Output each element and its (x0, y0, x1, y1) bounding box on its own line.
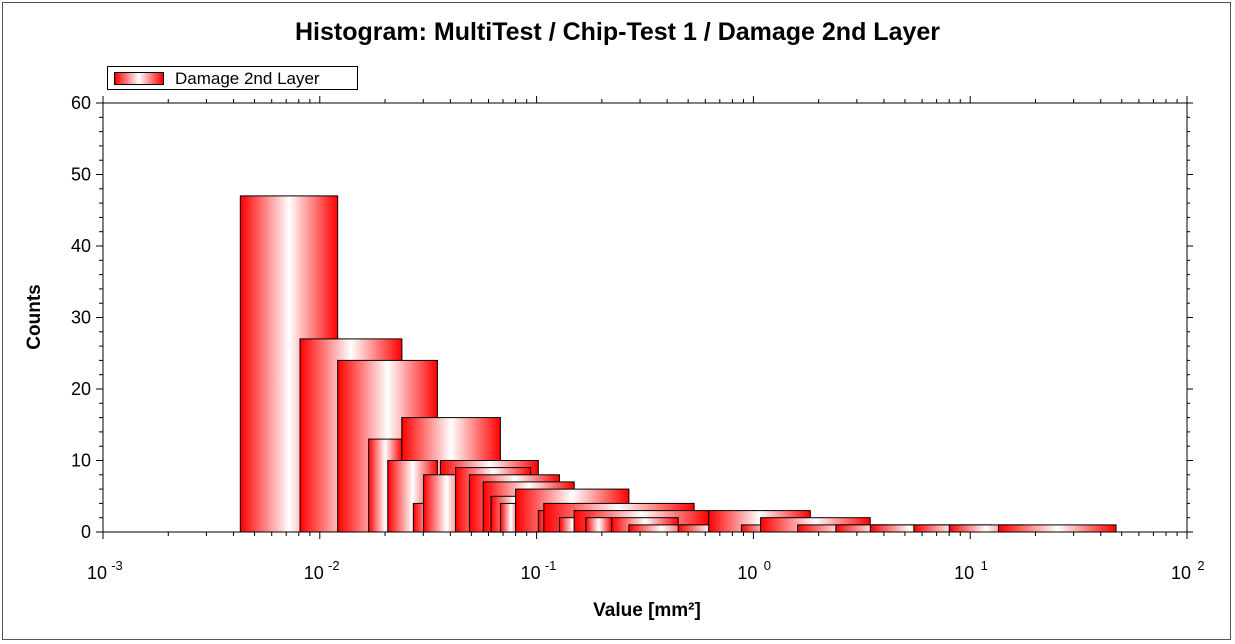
x-tick-label: 10 (954, 563, 974, 583)
y-tick-label: 50 (71, 165, 91, 185)
bars-layer (239, 195, 1117, 533)
x-tick-label: 10 (521, 563, 541, 583)
axes-layer: 0 10 20 30 40 50 60 10 -3 10 -2 10 -1 10 0 10 1 10 2 (71, 93, 1205, 583)
x-tick-exponent: -3 (111, 558, 123, 573)
legend: Damage 2nd Layer (107, 66, 358, 90)
y-tick-label: 0 (81, 522, 91, 542)
legend-swatch (114, 72, 164, 85)
y-axis-title: Counts (24, 284, 45, 349)
histogram-bar (998, 524, 1117, 533)
legend-label: Damage 2nd Layer (175, 69, 320, 88)
y-tick-label: 10 (71, 451, 91, 471)
y-tick-label: 30 (71, 308, 91, 328)
x-axis-title: Value [mm²] (593, 600, 701, 621)
chart-title: Histogram: MultiTest / Chip-Test 1 / Dam… (294, 18, 941, 46)
x-tick-exponent: 0 (764, 558, 771, 573)
x-tick-exponent: -1 (545, 558, 557, 573)
y-tick-label: 60 (71, 93, 91, 113)
x-tick-label: 10 (737, 563, 757, 583)
y-tick-label: 40 (71, 236, 91, 256)
x-tick-exponent: 1 (981, 558, 988, 573)
x-tick-exponent: -2 (328, 558, 340, 573)
y-tick-label: 20 (71, 379, 91, 399)
x-tick-exponent: 2 (1197, 558, 1204, 573)
x-tick-label: 10 (87, 563, 107, 583)
x-tick-label: 10 (304, 563, 324, 583)
histogram-bar (585, 517, 613, 533)
x-tick-label: 10 (1171, 563, 1191, 583)
